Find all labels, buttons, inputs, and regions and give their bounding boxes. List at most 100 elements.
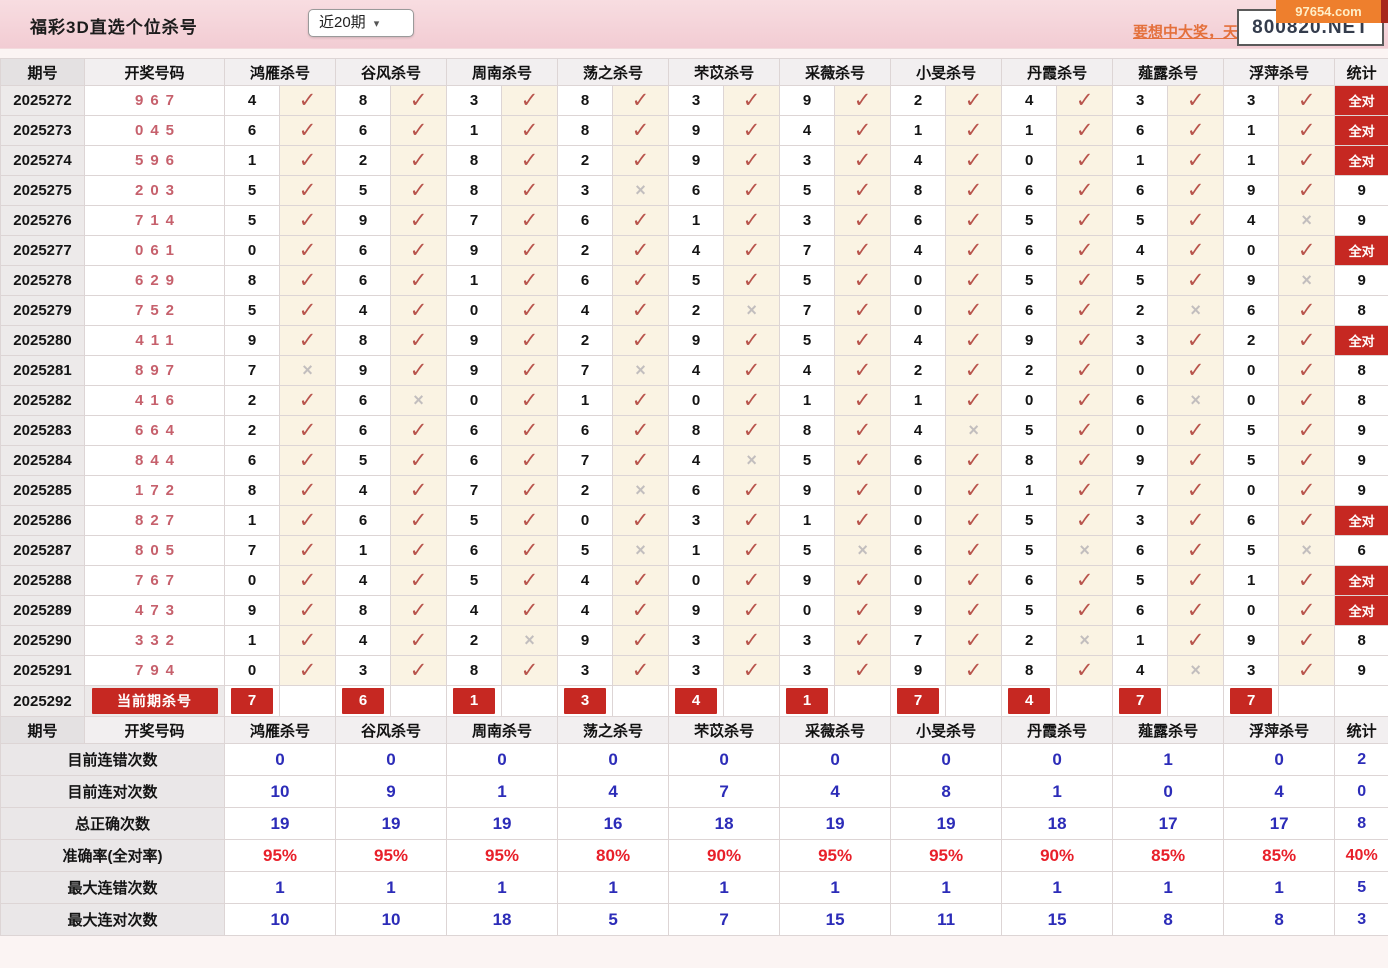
kill-number-cell: 0	[890, 505, 947, 536]
kill-number-cell: 6	[1001, 235, 1058, 266]
kill-mark-cell: ✓	[723, 475, 781, 506]
check-icon: ✓	[409, 418, 428, 442]
check-icon: ✓	[298, 448, 317, 472]
kill-number-cell: 1	[890, 115, 947, 146]
check-icon: ✓	[1297, 598, 1316, 622]
kill-mark-cell: ✓	[612, 265, 670, 296]
period-range-select[interactable]: 近20期 ▾	[308, 9, 414, 37]
col-header-period: 期号	[0, 716, 85, 744]
cross-icon: ×	[746, 449, 757, 470]
current-kill-mark-empty-cell	[1056, 685, 1114, 717]
check-icon: ✓	[742, 268, 761, 292]
kill-number-cell: 7	[779, 235, 836, 266]
check-icon: ✓	[298, 148, 317, 172]
kill-mark-cell: ×	[1167, 385, 1225, 416]
stats-value-cell: 95%	[890, 839, 1003, 872]
kill-mark-cell: ✓	[1167, 265, 1225, 296]
kill-mark-cell: ✓	[1056, 385, 1114, 416]
check-icon: ✓	[742, 538, 761, 562]
kill-number-cell: 5	[335, 445, 392, 476]
kill-number-cell: 3	[557, 655, 614, 686]
check-icon: ✓	[409, 508, 428, 532]
kill-mark-cell: ×	[1167, 655, 1225, 686]
kill-mark-cell: ✓	[1278, 565, 1336, 596]
stats-value-cell: 1	[223, 871, 337, 904]
kill-mark-cell: ✓	[501, 475, 559, 506]
check-icon: ✓	[853, 598, 872, 622]
kill-number-cell: 1	[446, 115, 503, 146]
stats-value-cell: 1	[890, 871, 1003, 904]
current-kill-number-cell: 6	[335, 685, 392, 717]
kill-number-cell: 9	[224, 595, 280, 626]
check-icon: ✓	[964, 388, 983, 412]
kill-mark-cell: ✓	[1278, 505, 1336, 536]
promo-link[interactable]: 要想中大奖，天	[1132, 24, 1238, 41]
stats-total-cell: 3	[1334, 903, 1388, 936]
kill-mark-cell: ✓	[945, 475, 1003, 506]
stats-value-cell: 11	[890, 903, 1003, 936]
kill-number-cell: 1	[1001, 115, 1058, 146]
check-icon: ✓	[1297, 508, 1316, 532]
cross-icon: ×	[413, 389, 424, 410]
kill-number-cell: 2	[1001, 625, 1058, 656]
kill-mark-cell: ✓	[723, 325, 781, 356]
kill-number-cell: 3	[668, 85, 725, 116]
kill-mark-cell: ✓	[1278, 235, 1336, 266]
kill-number-cell: 8	[335, 325, 392, 356]
cross-icon: ×	[1190, 299, 1201, 320]
check-icon: ✓	[1186, 118, 1205, 142]
kill-mark-cell: ✓	[501, 85, 559, 116]
kill-number-cell: 5	[779, 175, 836, 206]
kill-number-cell: 7	[890, 625, 947, 656]
draw-numbers-cell: 203	[84, 175, 225, 206]
check-icon: ✓	[520, 88, 539, 112]
check-icon: ✓	[853, 658, 872, 682]
check-icon: ✓	[1297, 658, 1316, 682]
check-icon: ✓	[964, 628, 983, 652]
kill-number-cell: 1	[1223, 115, 1280, 146]
cross-icon: ×	[746, 299, 757, 320]
kill-number-cell: 7	[446, 475, 503, 506]
kill-number-cell: 9	[1223, 265, 1280, 296]
check-icon: ✓	[964, 328, 983, 352]
kill-mark-cell: ✓	[945, 595, 1003, 626]
kill-number-cell: 6	[557, 265, 614, 296]
kill-mark-cell: ✓	[834, 295, 892, 326]
kill-number-cell: 1	[224, 625, 280, 656]
kill-number-cell: 0	[446, 385, 503, 416]
kill-mark-cell: ✓	[1278, 85, 1336, 116]
cross-icon: ×	[968, 419, 979, 440]
kill-mark-cell: ×	[612, 475, 670, 506]
cross-icon: ×	[1301, 209, 1312, 230]
col-header-expert: 谷风杀号	[335, 58, 448, 86]
stats-label-cell: 总正确次数	[0, 807, 225, 840]
kill-mark-cell: ✓	[723, 235, 781, 266]
kill-number-cell: 6	[1112, 385, 1169, 416]
col-header-expert: 浮萍杀号	[1223, 716, 1336, 744]
watermark-badge[interactable]: 97654.com	[1276, 0, 1388, 23]
kill-mark-cell: ✓	[278, 325, 337, 356]
kill-number-cell: 1	[779, 385, 836, 416]
kill-mark-cell: ✓	[390, 175, 448, 206]
kill-number-cell: 3	[1223, 655, 1280, 686]
kill-mark-cell: ✓	[612, 505, 670, 536]
period-cell: 2025272	[0, 85, 85, 116]
kill-number-cell: 3	[668, 505, 725, 536]
col-header-expert: 荡之杀号	[557, 58, 670, 86]
period-cell: 2025273	[0, 115, 85, 146]
kill-number-cell: 3	[1112, 325, 1169, 356]
kill-mark-cell: ✓	[501, 145, 559, 176]
draw-numbers-cell: 332	[84, 625, 225, 656]
page-title: 福彩3D直选个位杀号	[30, 18, 198, 37]
kill-mark-cell: ✓	[278, 265, 337, 296]
kill-mark-cell: ✓	[1167, 175, 1225, 206]
current-kill-number: 3	[564, 688, 607, 714]
kill-number-cell: 5	[779, 535, 836, 566]
kill-mark-cell: ×	[1278, 535, 1336, 566]
kill-mark-cell: ×	[834, 535, 892, 566]
kill-mark-cell: ✓	[501, 235, 559, 266]
stats-label-cell: 目前连错次数	[0, 743, 225, 776]
kill-number-cell: 9	[446, 325, 503, 356]
kill-mark-cell: ✓	[278, 235, 337, 266]
kill-mark-cell: ✓	[834, 355, 892, 386]
